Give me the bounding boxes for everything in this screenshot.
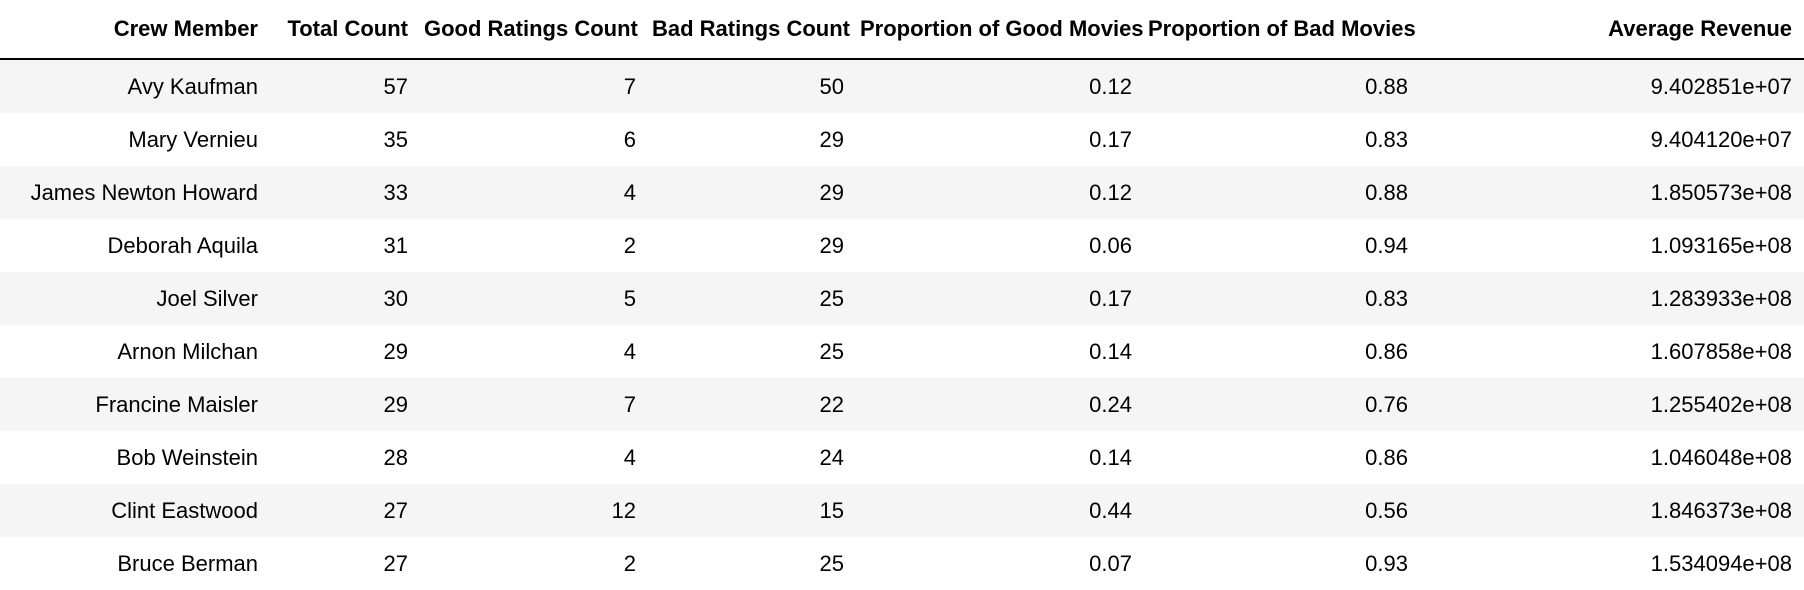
cell-total-count: 30 (270, 272, 420, 325)
table-row: Francine Maisler 29 7 22 0.24 0.76 1.255… (0, 378, 1804, 431)
cell-average-revenue: 1.046048e+08 (1420, 431, 1804, 484)
cell-crew-member: Joel Silver (0, 272, 270, 325)
cell-good-ratings-count: 2 (420, 537, 648, 590)
table-row: Deborah Aquila 31 2 29 0.06 0.94 1.09316… (0, 219, 1804, 272)
table-row: Bruce Berman 27 2 25 0.07 0.93 1.534094e… (0, 537, 1804, 590)
cell-average-revenue: 1.283933e+08 (1420, 272, 1804, 325)
column-header-good-ratings-count: Good Ratings Count (420, 0, 648, 60)
column-header-proportion-bad: Proportion of Bad Movies (1144, 0, 1420, 60)
header-row: Crew Member Total Count Good Ratings Cou… (0, 0, 1804, 60)
column-header-crew-member: Crew Member (0, 0, 270, 60)
table-row: Mary Vernieu 35 6 29 0.17 0.83 9.404120e… (0, 113, 1804, 166)
cell-average-revenue: 9.402851e+07 (1420, 59, 1804, 113)
column-header-bad-ratings-count: Bad Ratings Count (648, 0, 856, 60)
cell-crew-member: Mary Vernieu (0, 113, 270, 166)
cell-proportion-good: 0.12 (856, 166, 1144, 219)
cell-proportion-good: 0.24 (856, 378, 1144, 431)
cell-proportion-good: 0.12 (856, 59, 1144, 113)
cell-total-count: 57 (270, 59, 420, 113)
cell-total-count: 27 (270, 537, 420, 590)
cell-proportion-good: 0.44 (856, 484, 1144, 537)
cell-good-ratings-count: 5 (420, 272, 648, 325)
cell-proportion-good: 0.17 (856, 113, 1144, 166)
cell-crew-member: Francine Maisler (0, 378, 270, 431)
cell-total-count: 33 (270, 166, 420, 219)
cell-bad-ratings-count: 25 (648, 272, 856, 325)
cell-average-revenue: 9.404120e+07 (1420, 113, 1804, 166)
cell-crew-member: Deborah Aquila (0, 219, 270, 272)
cell-crew-member: Arnon Milchan (0, 325, 270, 378)
cell-average-revenue: 1.255402e+08 (1420, 378, 1804, 431)
cell-proportion-bad: 0.94 (1144, 219, 1420, 272)
cell-bad-ratings-count: 22 (648, 378, 856, 431)
cell-proportion-good: 0.17 (856, 272, 1144, 325)
table-row: Avy Kaufman 57 7 50 0.12 0.88 9.402851e+… (0, 59, 1804, 113)
cell-average-revenue: 1.093165e+08 (1420, 219, 1804, 272)
cell-good-ratings-count: 4 (420, 431, 648, 484)
cell-bad-ratings-count: 29 (648, 219, 856, 272)
cell-average-revenue: 1.607858e+08 (1420, 325, 1804, 378)
cell-bad-ratings-count: 29 (648, 166, 856, 219)
cell-good-ratings-count: 4 (420, 166, 648, 219)
cell-proportion-good: 0.06 (856, 219, 1144, 272)
cell-crew-member: Clint Eastwood (0, 484, 270, 537)
cell-bad-ratings-count: 15 (648, 484, 856, 537)
cell-proportion-good: 0.07 (856, 537, 1144, 590)
cell-total-count: 29 (270, 378, 420, 431)
cell-total-count: 28 (270, 431, 420, 484)
cell-good-ratings-count: 4 (420, 325, 648, 378)
cell-good-ratings-count: 6 (420, 113, 648, 166)
cell-proportion-good: 0.14 (856, 325, 1144, 378)
cell-crew-member: Bob Weinstein (0, 431, 270, 484)
cell-total-count: 29 (270, 325, 420, 378)
cell-good-ratings-count: 12 (420, 484, 648, 537)
cell-bad-ratings-count: 50 (648, 59, 856, 113)
cell-bad-ratings-count: 25 (648, 537, 856, 590)
cell-average-revenue: 1.534094e+08 (1420, 537, 1804, 590)
cell-bad-ratings-count: 25 (648, 325, 856, 378)
cell-proportion-bad: 0.76 (1144, 378, 1420, 431)
table-row: Bob Weinstein 28 4 24 0.14 0.86 1.046048… (0, 431, 1804, 484)
cell-average-revenue: 1.846373e+08 (1420, 484, 1804, 537)
cell-proportion-bad: 0.86 (1144, 431, 1420, 484)
table-row: Arnon Milchan 29 4 25 0.14 0.86 1.607858… (0, 325, 1804, 378)
cell-crew-member: Avy Kaufman (0, 59, 270, 113)
cell-total-count: 35 (270, 113, 420, 166)
cell-proportion-good: 0.14 (856, 431, 1144, 484)
cell-good-ratings-count: 7 (420, 378, 648, 431)
table-row: Joel Silver 30 5 25 0.17 0.83 1.283933e+… (0, 272, 1804, 325)
cell-good-ratings-count: 2 (420, 219, 648, 272)
cell-bad-ratings-count: 29 (648, 113, 856, 166)
cell-total-count: 27 (270, 484, 420, 537)
cell-proportion-bad: 0.56 (1144, 484, 1420, 537)
column-header-average-revenue: Average Revenue (1420, 0, 1804, 60)
cell-crew-member: James Newton Howard (0, 166, 270, 219)
column-header-proportion-good: Proportion of Good Movies (856, 0, 1144, 60)
cell-proportion-bad: 0.83 (1144, 113, 1420, 166)
cell-proportion-bad: 0.86 (1144, 325, 1420, 378)
cell-proportion-bad: 0.93 (1144, 537, 1420, 590)
cell-average-revenue: 1.850573e+08 (1420, 166, 1804, 219)
cell-proportion-bad: 0.88 (1144, 166, 1420, 219)
cell-proportion-bad: 0.88 (1144, 59, 1420, 113)
column-header-total-count: Total Count (270, 0, 420, 60)
table-row: Clint Eastwood 27 12 15 0.44 0.56 1.8463… (0, 484, 1804, 537)
cell-total-count: 31 (270, 219, 420, 272)
cell-proportion-bad: 0.83 (1144, 272, 1420, 325)
cell-bad-ratings-count: 24 (648, 431, 856, 484)
table-row: James Newton Howard 33 4 29 0.12 0.88 1.… (0, 166, 1804, 219)
cell-good-ratings-count: 7 (420, 59, 648, 113)
cell-crew-member: Bruce Berman (0, 537, 270, 590)
